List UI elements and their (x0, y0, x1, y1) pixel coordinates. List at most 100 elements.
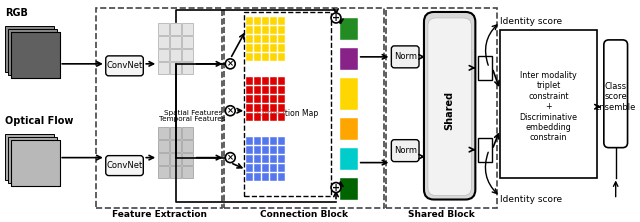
FancyBboxPatch shape (254, 137, 261, 145)
FancyBboxPatch shape (170, 23, 181, 35)
FancyBboxPatch shape (262, 26, 269, 34)
FancyBboxPatch shape (391, 46, 419, 68)
FancyBboxPatch shape (262, 95, 269, 103)
FancyBboxPatch shape (182, 153, 193, 165)
FancyBboxPatch shape (500, 30, 597, 178)
Text: Identity score: Identity score (500, 195, 562, 204)
FancyBboxPatch shape (170, 49, 181, 61)
FancyBboxPatch shape (246, 137, 253, 145)
FancyBboxPatch shape (270, 53, 276, 61)
FancyBboxPatch shape (262, 17, 269, 25)
FancyBboxPatch shape (170, 127, 181, 139)
FancyBboxPatch shape (278, 26, 285, 34)
Text: ×: × (227, 59, 234, 68)
Text: Norm: Norm (394, 52, 417, 61)
FancyBboxPatch shape (246, 17, 253, 25)
Text: Connection Block: Connection Block (260, 210, 348, 220)
Text: +: + (332, 182, 340, 192)
FancyBboxPatch shape (278, 95, 285, 103)
FancyBboxPatch shape (246, 53, 253, 61)
Text: Shared: Shared (445, 91, 454, 130)
FancyBboxPatch shape (262, 155, 269, 163)
FancyBboxPatch shape (262, 53, 269, 61)
FancyBboxPatch shape (170, 140, 181, 152)
FancyBboxPatch shape (170, 36, 181, 48)
FancyBboxPatch shape (246, 26, 253, 34)
FancyBboxPatch shape (262, 137, 269, 145)
FancyBboxPatch shape (340, 118, 358, 140)
Text: Correlation Map: Correlation Map (257, 109, 318, 118)
FancyBboxPatch shape (158, 23, 169, 35)
FancyBboxPatch shape (158, 62, 169, 74)
FancyBboxPatch shape (278, 86, 285, 94)
FancyBboxPatch shape (270, 113, 276, 121)
FancyBboxPatch shape (262, 77, 269, 85)
FancyBboxPatch shape (262, 86, 269, 94)
FancyBboxPatch shape (106, 56, 143, 76)
Text: Norm: Norm (394, 146, 417, 155)
Text: Optical Flow: Optical Flow (5, 116, 74, 126)
FancyBboxPatch shape (246, 44, 253, 52)
FancyBboxPatch shape (158, 153, 169, 165)
FancyBboxPatch shape (5, 26, 54, 72)
FancyBboxPatch shape (262, 164, 269, 172)
FancyBboxPatch shape (270, 17, 276, 25)
FancyBboxPatch shape (246, 86, 253, 94)
FancyBboxPatch shape (340, 48, 358, 70)
Text: ConvNet: ConvNet (106, 161, 143, 170)
FancyBboxPatch shape (270, 137, 276, 145)
FancyBboxPatch shape (278, 53, 285, 61)
Circle shape (331, 13, 341, 23)
FancyBboxPatch shape (254, 113, 261, 121)
FancyBboxPatch shape (170, 153, 181, 165)
FancyBboxPatch shape (182, 49, 193, 61)
FancyBboxPatch shape (246, 95, 253, 103)
FancyBboxPatch shape (278, 17, 285, 25)
Text: ×: × (227, 106, 234, 115)
Text: Temporal Features: Temporal Features (159, 116, 226, 122)
FancyBboxPatch shape (262, 44, 269, 52)
FancyBboxPatch shape (270, 155, 276, 163)
FancyBboxPatch shape (278, 172, 285, 180)
FancyBboxPatch shape (270, 35, 276, 43)
FancyBboxPatch shape (278, 77, 285, 85)
FancyBboxPatch shape (254, 35, 261, 43)
FancyBboxPatch shape (246, 35, 253, 43)
FancyBboxPatch shape (278, 113, 285, 121)
Text: Inter modality
triplet
constraint
+
Discriminative
embedding
constrain: Inter modality triplet constraint + Disc… (520, 71, 577, 143)
FancyBboxPatch shape (5, 134, 54, 180)
Text: Feature Extraction: Feature Extraction (111, 210, 207, 220)
FancyBboxPatch shape (262, 113, 269, 121)
Text: Identity score: Identity score (500, 18, 562, 26)
FancyBboxPatch shape (262, 35, 269, 43)
FancyBboxPatch shape (158, 49, 169, 61)
FancyBboxPatch shape (391, 140, 419, 162)
Circle shape (331, 182, 341, 192)
FancyBboxPatch shape (170, 166, 181, 178)
FancyBboxPatch shape (270, 164, 276, 172)
FancyBboxPatch shape (254, 77, 261, 85)
FancyBboxPatch shape (478, 138, 492, 162)
FancyBboxPatch shape (262, 104, 269, 112)
FancyBboxPatch shape (340, 18, 358, 40)
FancyBboxPatch shape (278, 155, 285, 163)
FancyBboxPatch shape (278, 44, 285, 52)
Text: ConvNet: ConvNet (106, 61, 143, 70)
FancyBboxPatch shape (428, 18, 472, 196)
FancyBboxPatch shape (270, 44, 276, 52)
FancyBboxPatch shape (254, 146, 261, 154)
Circle shape (225, 59, 236, 69)
FancyBboxPatch shape (270, 26, 276, 34)
Text: ×: × (227, 153, 234, 162)
FancyBboxPatch shape (262, 146, 269, 154)
FancyBboxPatch shape (254, 26, 261, 34)
FancyBboxPatch shape (182, 140, 193, 152)
FancyBboxPatch shape (478, 56, 492, 80)
FancyBboxPatch shape (254, 95, 261, 103)
FancyBboxPatch shape (604, 40, 628, 148)
Text: RGB: RGB (5, 8, 28, 18)
FancyBboxPatch shape (11, 32, 60, 78)
FancyBboxPatch shape (182, 127, 193, 139)
FancyBboxPatch shape (254, 86, 261, 94)
FancyBboxPatch shape (246, 113, 253, 121)
